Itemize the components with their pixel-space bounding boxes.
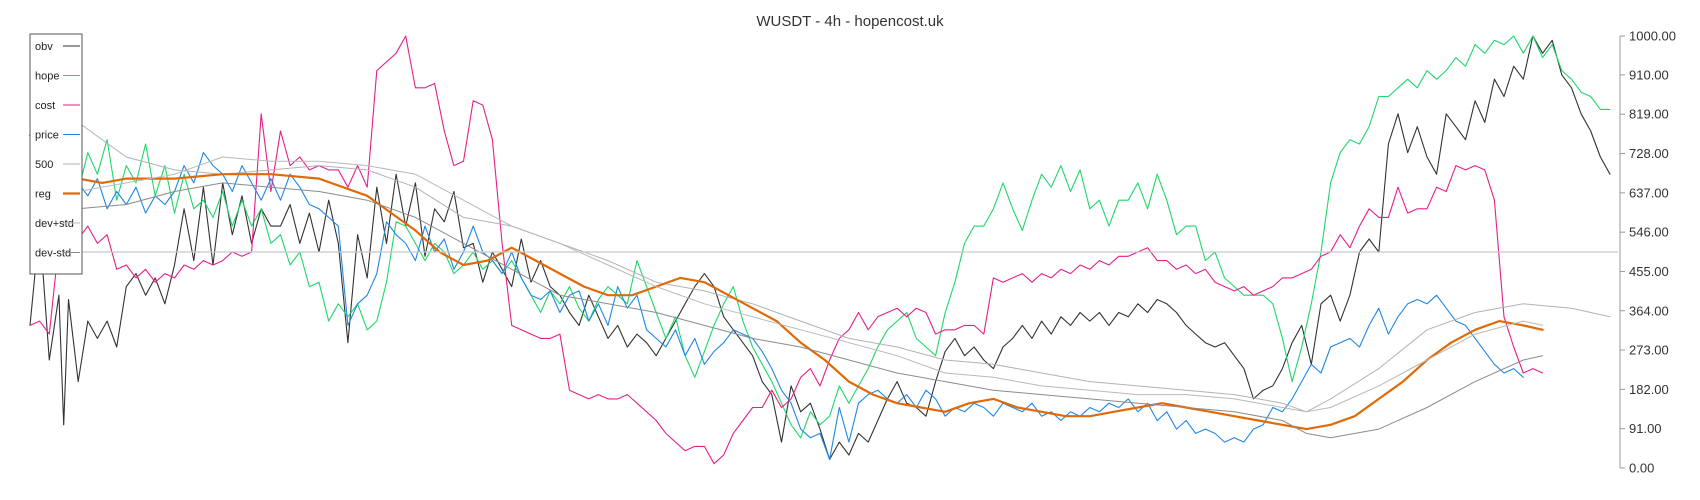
legend: obv hope cost price 500 reg dev+std dev-std <box>29 33 83 275</box>
y-tick-label: 182.00 <box>1629 382 1669 397</box>
y-axis: 1000.00 910.00 819.00 728.00 637.00 546.00 455… <box>1619 29 1676 476</box>
y-tick-label: 455.00 <box>1629 264 1669 279</box>
series-layer <box>28 35 1611 465</box>
y-tick-label: 91.00 <box>1629 421 1662 436</box>
legend-label: 500 <box>35 159 53 171</box>
series-line-500 <box>29 78 1611 413</box>
legend-label: hope <box>35 71 59 83</box>
y-tick-label: 637.00 <box>1629 185 1669 200</box>
series-line-cost <box>29 35 1544 465</box>
y-tick-label: 1000.00 <box>1629 29 1676 44</box>
series-line-obv <box>29 35 1611 460</box>
series-line-dev-std <box>29 156 1544 413</box>
legend-label: dev+std <box>35 218 74 230</box>
legend-box <box>29 33 83 275</box>
y-tick-label: 0.00 <box>1629 461 1654 476</box>
series-line-reg <box>28 134 1544 431</box>
legend-label: reg <box>35 189 51 201</box>
legend-label: price <box>35 130 59 142</box>
y-tick-label: 819.00 <box>1629 107 1669 122</box>
legend-label: dev-std <box>35 248 71 260</box>
series-line-dev-std <box>29 182 1544 439</box>
y-tick-label: 273.00 <box>1629 343 1669 358</box>
legend-label: cost <box>35 100 55 112</box>
chart-title: WUSDT - 4h - hopencost.uk <box>756 13 944 30</box>
y-tick-label: 728.00 <box>1629 146 1669 161</box>
y-tick-label: 546.00 <box>1629 225 1669 240</box>
y-tick-label: 364.00 <box>1629 303 1669 318</box>
legend-label: obv <box>35 41 53 53</box>
series-line-hope <box>29 35 1611 439</box>
series-line-price <box>29 152 1524 460</box>
y-tick-label: 910.00 <box>1629 67 1669 82</box>
